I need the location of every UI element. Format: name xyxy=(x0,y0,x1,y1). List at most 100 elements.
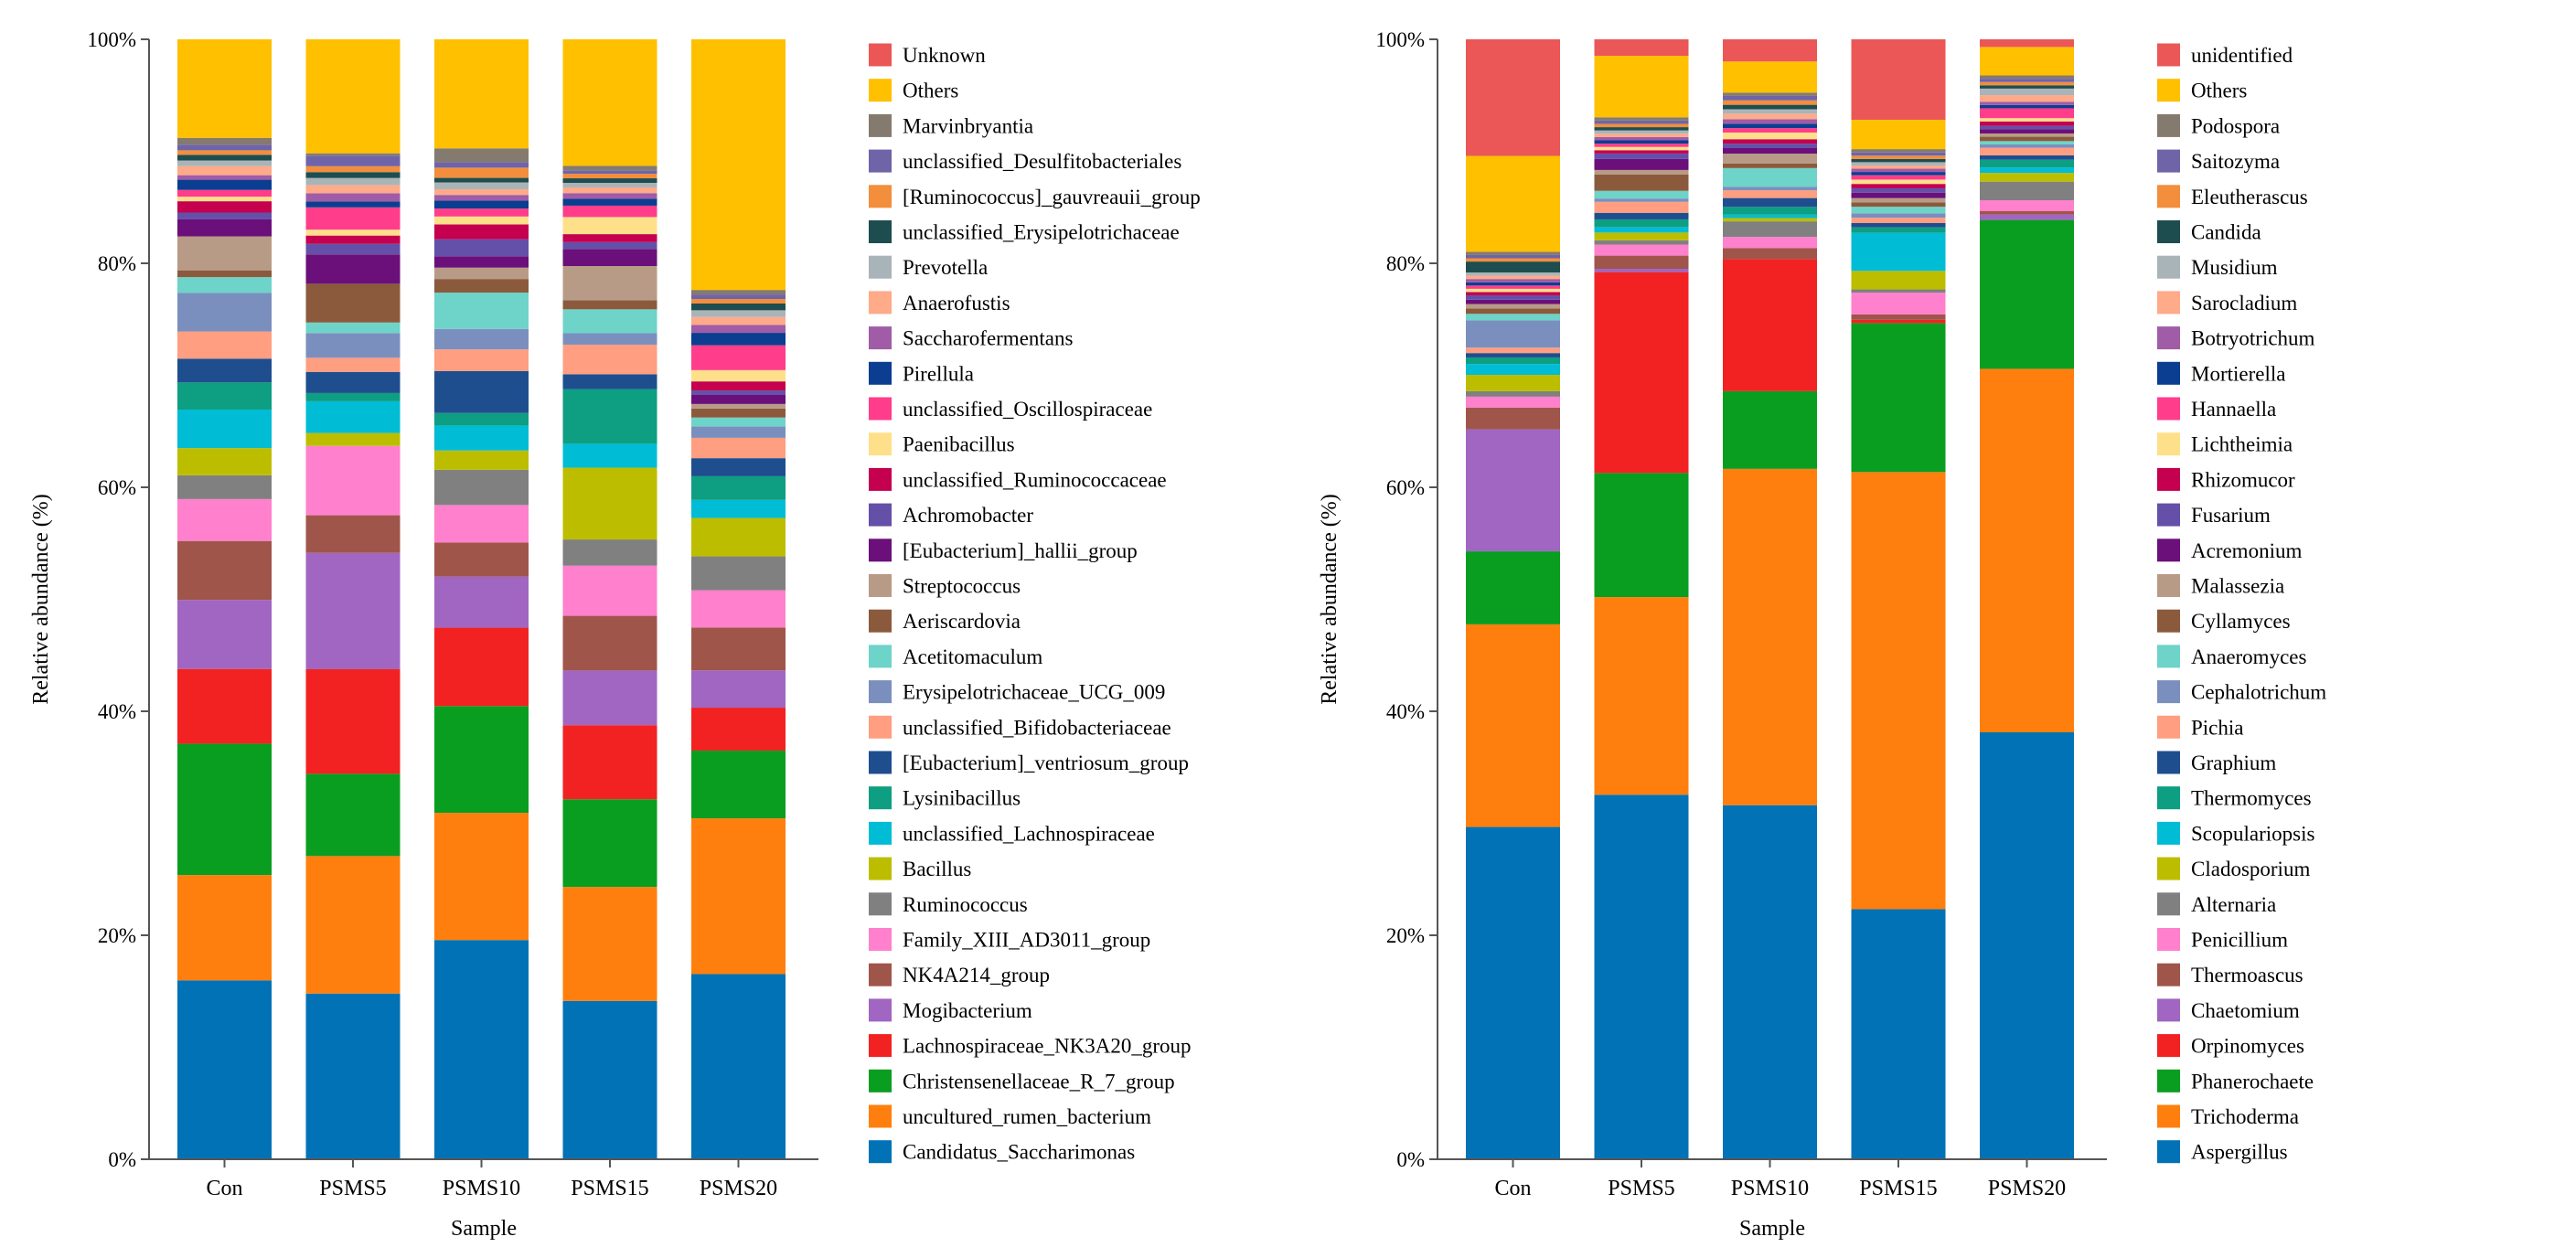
fungi-bar-psms20-hannaella xyxy=(1980,108,2074,119)
fungi-bar-psms5-orpinomyces xyxy=(1594,272,1689,474)
fungi-legend-label-alternaria: Alternaria xyxy=(2191,893,2276,916)
fungi-legend-item-orpinomyces: Orpinomyces xyxy=(2157,1034,2304,1058)
bacteria-bar-psms20-ruminococcus-gauvreauii-group xyxy=(691,299,786,304)
bacteria-bar-psms20-saccharofermentans xyxy=(691,325,786,334)
fungi-legend-swatch-thermomyces xyxy=(2157,786,2180,810)
fungi-x-tick-label-psms10: PSMS10 xyxy=(1731,1177,1809,1200)
fungi-bar-psms10-thermoascus xyxy=(1723,248,1817,260)
fungi-bars xyxy=(1466,39,2074,1159)
fungi-bar-psms5-unidentified xyxy=(1594,39,1689,57)
fungi-legend-item-anaeromyces: Anaeromyces xyxy=(2157,645,2306,668)
bacteria-bar-psms10-others xyxy=(434,39,529,149)
bacteria-bar-psms10-unclassified-erysipelotrichaceae xyxy=(434,177,529,183)
bacteria-bar-psms5-unclassified-oscillospiraceae xyxy=(305,207,401,230)
bacteria-bar-psms5-pirellula xyxy=(305,201,401,208)
bacteria-legend-item-pirellula: Pirellula xyxy=(869,361,974,385)
fungi-legend-label-graphium: Graphium xyxy=(2191,752,2276,774)
fungi-bar-psms5-cladosporium xyxy=(1594,232,1689,240)
fungi-legend-swatch-chaetomium xyxy=(2157,998,2180,1022)
fungi-legend-label-phanerochaete: Phanerochaete xyxy=(2191,1070,2314,1093)
bacteria-bar-psms10-lachnospiraceae-nk3a20-group xyxy=(434,627,529,707)
bacteria-bar-psms20-eubacterium-ventriosum-group xyxy=(691,458,786,476)
fungi-bar-psms20-podospora xyxy=(1980,75,2074,80)
fungi-bar-psms5-trichoderma xyxy=(1594,597,1689,795)
bacteria-bar-psms15-unclassified-lachnospiraceae xyxy=(562,443,657,468)
bacteria-bar-psms10-acetitomaculum xyxy=(434,293,529,329)
bacteria-legend-item-unclassified-erysipelotrichaceae: unclassified_Erysipelotrichaceae xyxy=(869,220,1180,244)
fungi-legend-item-thermomyces: Thermomyces xyxy=(2157,786,2312,810)
bacteria-legend-item-candidatus-saccharimonas: Candidatus_Saccharimonas xyxy=(869,1140,1135,1164)
bacteria-legend-label-mogibacterium: Mogibacterium xyxy=(903,999,1032,1022)
fungi-bar-psms5-malassezia xyxy=(1594,169,1689,175)
fungi-bar-con-cladosporium xyxy=(1466,375,1560,391)
bacteria-bar-con-unclassified-oscillospiraceae xyxy=(177,189,272,197)
bacteria-bar-psms10-uncultured-rumen-bacterium xyxy=(434,813,529,941)
bacteria-legend-swatch-paenibacillus xyxy=(869,432,892,456)
fungi-bar-psms20-cephalotrichum xyxy=(1980,144,2074,148)
bacteria-legend-label-ruminococcus: Ruminococcus xyxy=(903,893,1028,916)
bacteria-bar-con-unclassified-ruminococcaceae xyxy=(177,201,272,213)
fungi-legend-label-fusarium: Fusarium xyxy=(2191,504,2271,527)
bacteria-bar-psms15-others xyxy=(562,39,657,166)
fungi-legend-label-penicillium: Penicillium xyxy=(2191,929,2288,952)
bacteria-legend-item-aeriscardovia: Aeriscardovia xyxy=(869,609,1021,633)
fungi-legend-label-thermoascus: Thermoascus xyxy=(2191,964,2303,986)
bacteria-bar-psms10-unclassified-oscillospiraceae xyxy=(434,208,529,217)
bacteria-bar-psms5-mogibacterium xyxy=(305,552,401,669)
fungi-legend-swatch-acremonium xyxy=(2157,538,2180,562)
bacteria-legend-swatch-family-xiii-ad3011-group xyxy=(869,928,892,951)
bacteria-bar-psms20-unclassified-lachnospiraceae xyxy=(691,499,786,518)
fungi-legend-label-podospora: Podospora xyxy=(2191,114,2280,137)
bacteria-legend-swatch-lachnospiraceae-nk3a20-group xyxy=(869,1034,892,1058)
fungi-bar-psms15-saitozyma xyxy=(1851,152,1946,156)
fungi-legend-label-lichtheimia: Lichtheimia xyxy=(2191,433,2293,456)
bacteria-bar-psms15-achromobacter xyxy=(562,241,657,250)
fungi-legend-item-unidentified: unidentified xyxy=(2157,43,2293,67)
bacteria-y-tick-label-3: 60% xyxy=(98,476,136,499)
fungi-legend-label-rhizomucor: Rhizomucor xyxy=(2191,468,2295,491)
fungi-bar-psms15-sarocladium xyxy=(1851,165,1946,169)
bacteria-legend-item-unclassified-bifidobacteriaceae: unclassified_Bifidobacteriaceae xyxy=(869,715,1171,739)
bacteria-bar-con-unclassified-lachnospiraceae xyxy=(177,410,272,449)
fungi-x-axis-label: Sample xyxy=(1739,1217,1805,1241)
bacteria-bar-psms5-bacillus xyxy=(305,432,401,446)
fungi-bar-psms20-acremonium xyxy=(1980,129,2074,133)
fungi-legend-item-candida: Candida xyxy=(2157,220,2261,244)
bacteria-bar-psms20-unclassified-oscillospiraceae xyxy=(691,345,786,370)
fungi-bar-psms20-others xyxy=(1980,47,2074,76)
bacteria-bar-con-others xyxy=(177,39,272,138)
fungi-bar-psms20-thermomyces xyxy=(1980,159,2074,168)
fungi-bar-con-mortierella xyxy=(1466,282,1560,286)
fungi-legend-swatch-thermoascus xyxy=(2157,963,2180,986)
bacteria-bar-con-anaerofustis xyxy=(177,165,272,176)
bacteria-bar-psms20-acetitomaculum xyxy=(691,417,786,427)
fungi-bar-psms10-cladosporium xyxy=(1723,218,1817,222)
fungi-legend-label-trichoderma: Trichoderma xyxy=(2191,1105,2299,1128)
fungi-legend-swatch-rhizomucor xyxy=(2157,467,2180,491)
fungi-bar-psms10-cephalotrichum xyxy=(1723,187,1817,191)
bacteria-bars xyxy=(177,39,786,1159)
fungi-legend-item-others: Others xyxy=(2157,79,2247,102)
fungi-bar-psms20-lichtheimia xyxy=(1980,118,2074,122)
fungi-bar-psms5-cephalotrichum xyxy=(1594,198,1689,202)
fungi-bar-con-eleutherascus xyxy=(1466,258,1560,262)
fungi-legend-swatch-orpinomyces xyxy=(2157,1034,2180,1058)
fungi-bar-con-anaeromyces xyxy=(1466,314,1560,321)
fungi-bar-psms5-saitozyma xyxy=(1594,120,1689,124)
fungi-bar-psms5-anaeromyces xyxy=(1594,190,1689,199)
bacteria-legend-swatch-christensenellaceae-r-7-group xyxy=(869,1069,892,1093)
fungi-bar-con-pichia xyxy=(1466,347,1560,354)
bacteria-bar-psms15-pirellula xyxy=(562,198,657,206)
bacteria-bar-psms10-anaerofustis xyxy=(434,188,529,196)
bacteria-legend-swatch-mogibacterium xyxy=(869,998,892,1022)
bacteria-bar-psms10-aeriscardovia xyxy=(434,279,529,293)
fungi-bar-psms5-alternaria xyxy=(1594,240,1689,245)
bacteria-bar-psms5-paenibacillus xyxy=(305,229,401,236)
bacteria-legend-swatch-others xyxy=(869,79,892,102)
bacteria-x-tick-label-psms20: PSMS20 xyxy=(700,1177,777,1200)
fungi-legend-item-cyllamyces: Cyllamyces xyxy=(2157,609,2291,633)
bacteria-legend-label-aeriscardovia: Aeriscardovia xyxy=(903,610,1021,633)
fungi-legend-item-aspergillus: Aspergillus xyxy=(2157,1140,2288,1164)
bacteria-legend-swatch-lysinibacillus xyxy=(869,786,892,810)
bacteria-legend-label-streptococcus: Streptococcus xyxy=(903,575,1021,598)
